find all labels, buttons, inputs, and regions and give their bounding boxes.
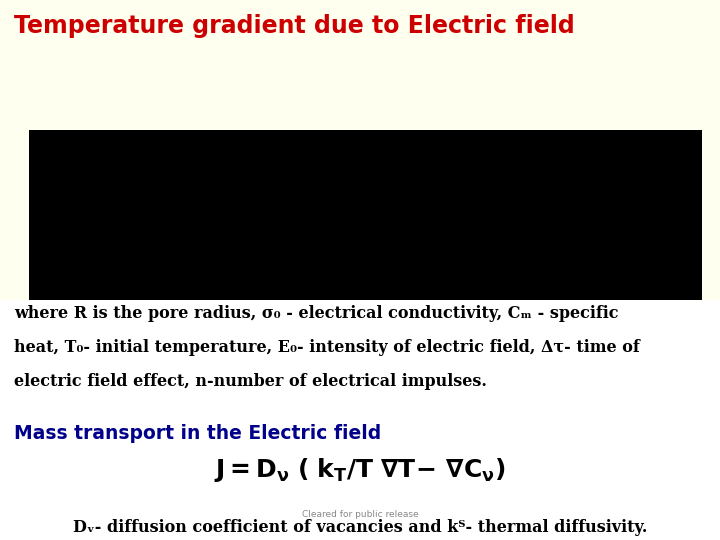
Bar: [0, 300, 720, 540]
Bar: [29, 130, 702, 300]
Text: Mass transport in the Electric field: Mass transport in the Electric field: [14, 424, 382, 443]
Text: Dᵥ- diffusion coefficient of vacancies and kᵀ- thermal diffusivity.: Dᵥ- diffusion coefficient of vacancies a…: [73, 519, 647, 536]
Text: where R is the pore radius, σ₀ - electrical conductivity, Cₘ - specific: where R is the pore radius, σ₀ - electri…: [14, 305, 619, 322]
Text: $\mathbf{J = D_{\nu}\ (\ k_{T}/T\ \nabla T\!-\!\ \nabla C_{\nu})}$: $\mathbf{J = D_{\nu}\ (\ k_{T}/T\ \nabla…: [215, 456, 505, 484]
Text: Cleared for public release: Cleared for public release: [302, 510, 418, 519]
Text: electric field effect, n-number of electrical impulses.: electric field effect, n-number of elect…: [14, 373, 487, 390]
Text: heat, T₀- initial temperature, E₀- intensity of electric field, Δτ- time of: heat, T₀- initial temperature, E₀- inten…: [14, 339, 640, 356]
Text: Temperature gradient due to Electric field: Temperature gradient due to Electric fie…: [14, 14, 575, 37]
